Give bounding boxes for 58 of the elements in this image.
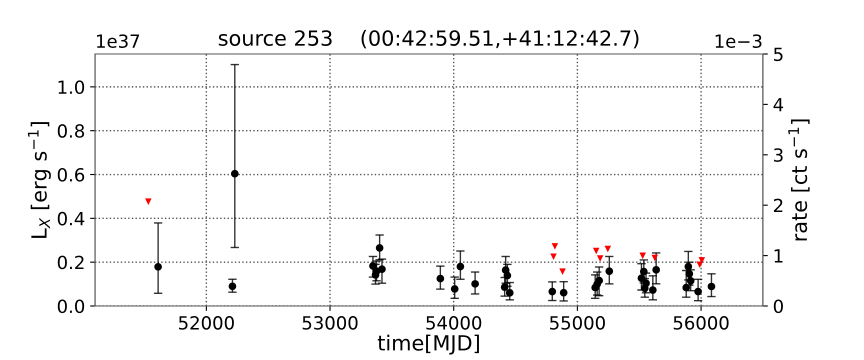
point <box>456 262 464 270</box>
point <box>506 289 514 297</box>
y2-tick-label: 1 <box>774 249 782 262</box>
point <box>606 267 614 275</box>
y-tick-label: 0.0 <box>58 299 84 314</box>
point <box>639 252 646 260</box>
point <box>694 288 702 296</box>
y-tick-label: 0.4 <box>58 212 84 226</box>
point <box>436 274 444 282</box>
point <box>649 286 657 294</box>
text: 1e37 <box>97 34 140 48</box>
x-tick-label: 53000 <box>302 316 358 330</box>
point <box>548 288 556 296</box>
y2-tick-label: 4 <box>774 98 784 112</box>
x-tick-label: 52000 <box>179 316 234 330</box>
point <box>559 268 566 275</box>
point <box>682 284 690 292</box>
point <box>550 253 557 260</box>
point <box>652 254 658 262</box>
point <box>154 262 162 271</box>
point <box>230 170 239 178</box>
y-tick-label: 0.2 <box>58 256 84 270</box>
point <box>369 262 377 270</box>
y-tick-label: 0.6 <box>58 168 84 182</box>
point <box>376 244 384 252</box>
point <box>560 288 568 296</box>
x-tick-label: 56000 <box>674 316 729 330</box>
y2-tick-label: 3 <box>774 148 783 162</box>
x-tick-label: 55000 <box>550 316 605 330</box>
point <box>596 255 604 262</box>
y-tick-label: 1.0 <box>58 80 84 94</box>
chart-title: source 253 (00:42:59.51,+41:12:42.7) <box>218 30 638 48</box>
point <box>378 265 386 273</box>
point <box>686 276 694 285</box>
x-axis-title: time[MJD] <box>378 334 479 355</box>
y-axis-title: L$_{X}$ [erg s$^{−1}$] <box>28 122 51 238</box>
point <box>145 198 152 205</box>
point <box>595 276 603 284</box>
y2-tick-label: 5 <box>774 48 783 62</box>
text: 1e−3 <box>716 34 762 48</box>
point <box>708 282 716 290</box>
point <box>504 272 512 280</box>
y-tick-label: 0.8 <box>58 124 84 138</box>
point <box>471 280 479 288</box>
point <box>652 266 660 274</box>
y2-axis-title: rate [ct s$^{−1}$] <box>788 120 810 240</box>
point <box>450 285 459 293</box>
point <box>638 274 646 282</box>
point <box>228 282 236 290</box>
y2-tick-label: 2 <box>774 198 782 212</box>
point <box>698 257 706 264</box>
point <box>552 243 558 250</box>
point <box>604 246 612 252</box>
point <box>684 262 692 270</box>
point <box>640 268 648 276</box>
point <box>592 248 600 254</box>
x-tick-label: 54000 <box>426 316 482 330</box>
y2-tick-label: 0 <box>774 299 783 314</box>
